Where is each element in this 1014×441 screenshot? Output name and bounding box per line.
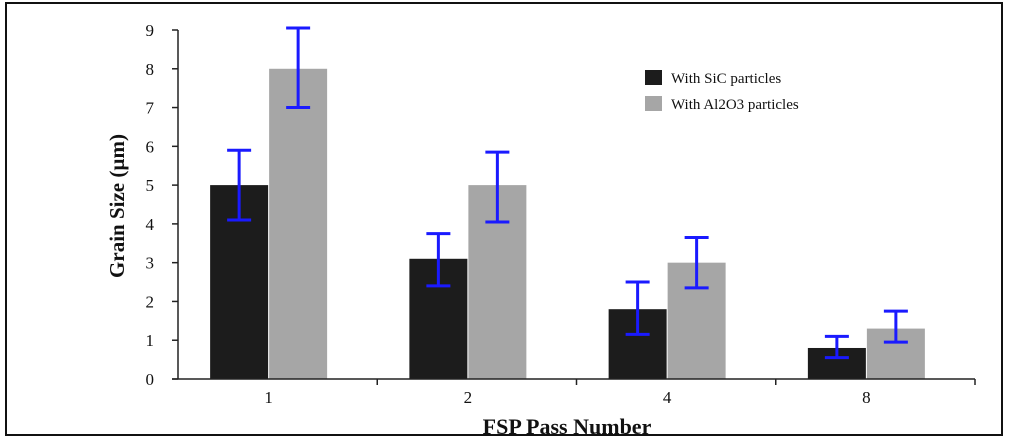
x-tick-label-4: 4 (663, 388, 672, 407)
error-bars-layer (227, 26, 908, 360)
legend: With SiC particles With Al2O3 particles (645, 70, 799, 113)
y-tick-label-4: 4 (146, 215, 155, 234)
y-tick-label-2: 2 (146, 292, 155, 311)
legend-label-al2o3: With Al2O3 particles (671, 97, 799, 113)
legend-swatch-sic (645, 70, 662, 85)
y-tick-label-7: 7 (146, 99, 155, 118)
x-axis-title: FSP Pass Number (483, 414, 652, 439)
y-tick-label-6: 6 (146, 137, 155, 156)
y-tick-label-9: 9 (146, 21, 155, 40)
legend-label-sic: With SiC particles (671, 71, 781, 87)
axes-layer: 1 2 4 8 0 1 2 3 4 5 6 7 8 9 (146, 21, 976, 407)
y-tick-label-0: 0 (146, 370, 155, 389)
y-tick-label-5: 5 (146, 176, 155, 195)
x-tick-label-2: 2 (464, 388, 473, 407)
y-axis-title: Grain Size (µm) (105, 134, 129, 278)
bar-al2o3-1 (269, 68, 328, 380)
bars-layer (210, 68, 925, 380)
x-tick-label-8: 8 (862, 388, 871, 407)
y-tick-label-1: 1 (146, 331, 155, 350)
y-tick-label-3: 3 (146, 254, 155, 273)
y-tick-label-8: 8 (146, 60, 155, 79)
x-tick-label-1: 1 (264, 388, 273, 407)
legend-swatch-al2o3 (645, 96, 662, 111)
